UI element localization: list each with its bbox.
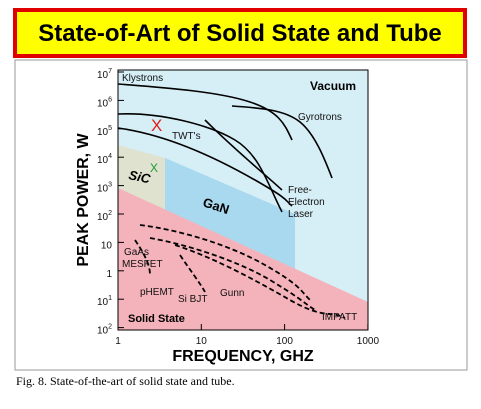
tick-base: 10 (97, 127, 109, 138)
sibjt-label: Si BJT (178, 294, 207, 305)
dash-1 (139, 224, 311, 301)
dash-3 (174, 244, 346, 319)
x-tick-label: 1000 (357, 336, 380, 347)
twt-curve (117, 113, 283, 213)
tick-exponent: 3 (108, 182, 112, 189)
fel-label: Laser (288, 209, 314, 220)
x-axis-label: FREQUENCY, GHZ (172, 348, 314, 365)
tick-base: 10 (97, 155, 109, 166)
dash-4 (179, 254, 206, 293)
gan-region (165, 158, 295, 272)
tick-exponent: 2 (108, 324, 112, 331)
dash-5 (134, 239, 151, 276)
phemt-label: pHEMT (140, 287, 174, 298)
y-tick-label: 106 (97, 96, 112, 109)
solid-state-curves (134, 224, 346, 319)
tick-base: 10 (97, 98, 109, 109)
tube-curves (117, 83, 333, 213)
y-tick-label: 102 (97, 324, 112, 337)
red-mark: X (151, 116, 162, 135)
gaas-label: MESFET (122, 259, 163, 270)
tick-exponent: 2 (108, 210, 112, 217)
fel-label: Free- (288, 185, 312, 196)
figure-frame (14, 59, 468, 371)
tick-base: 1 (106, 269, 112, 280)
tick-base: 10 (97, 297, 109, 308)
vacuum-label: Vacuum (310, 79, 356, 93)
twts-label: TWT's (172, 131, 201, 142)
y-tick-label: 101 (97, 295, 112, 308)
tick-base: 10 (97, 212, 109, 223)
y-tick-label: 1 (106, 269, 112, 280)
fel-label: Electron (288, 197, 325, 208)
x-tick-label: 10 (196, 336, 208, 347)
gyrotrons-label: Gyrotrons (298, 112, 342, 123)
y-tick-label: 10 (101, 240, 113, 251)
plot-frame (117, 69, 369, 331)
solid-state-label: Solid State (128, 313, 185, 325)
y-tick-label: 102 (97, 210, 112, 223)
klystron-curve (117, 83, 293, 141)
y-tick-label: 107 (97, 68, 112, 81)
tick-exponent: 1 (108, 295, 112, 302)
tick-base: 10 (97, 326, 109, 337)
gyrotron-curve (231, 105, 333, 179)
caption: Fig. 8. State-of-the-art of solid state … (16, 374, 235, 388)
solid-state-region (118, 188, 368, 330)
x-tick-label: 1 (115, 336, 121, 347)
title: State-of-Art of Solid State and Tube (38, 20, 442, 47)
gunn-label: Gunn (220, 288, 244, 299)
sic-label: SiC (127, 167, 152, 186)
dash-2 (149, 237, 316, 311)
title-banner (13, 8, 467, 58)
green-mark: X (150, 161, 158, 175)
y-tick-label: 103 (97, 182, 112, 195)
tick-base: 10 (101, 240, 113, 251)
y-axis-label: PEAK POWER, W (75, 132, 92, 266)
tick-exponent: 4 (108, 153, 112, 160)
impatt-label: IMPATT (322, 312, 357, 323)
gaas-label: GaAs (124, 247, 149, 258)
y-tick-label: 104 (97, 153, 112, 166)
fel-curve (204, 119, 283, 191)
x-tick-label: 100 (276, 336, 293, 347)
twt-curve-2 (117, 127, 293, 207)
klystrons-label: Klystrons (122, 73, 163, 84)
y-tick-label: 105 (97, 125, 112, 138)
tick-exponent: 5 (108, 125, 112, 132)
tick-base: 10 (97, 70, 109, 81)
tick-base: 10 (97, 184, 109, 195)
tick-exponent: 7 (108, 68, 112, 75)
tick-exponent: 6 (108, 96, 112, 103)
